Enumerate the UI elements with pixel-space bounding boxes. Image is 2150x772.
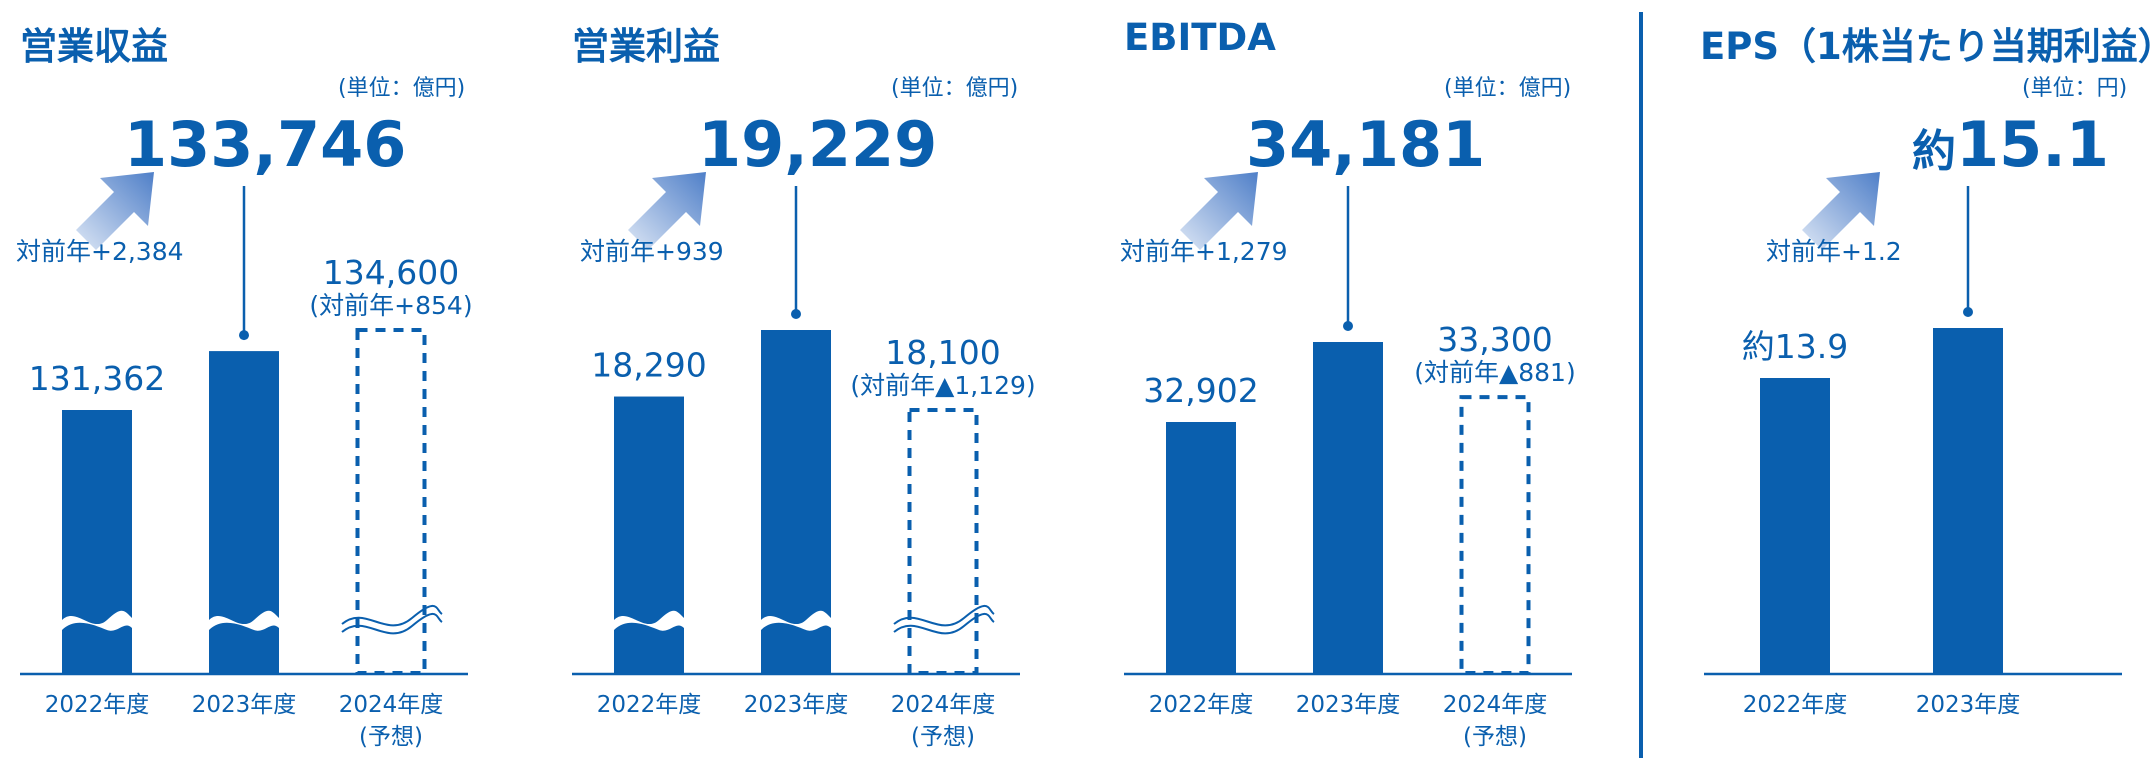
yoy-change: 対前年+2,384 [16, 237, 184, 266]
forecast-bar [1459, 395, 1531, 675]
headline-prefix: 約 [1912, 126, 1956, 177]
panel-title: EPS（1株当たり当期利益） [1700, 25, 2150, 68]
bar-chart: 131,362 2022年度 2023年度 134,600(対前年+854) 2024年… [20, 186, 473, 750]
x-tick-label: 2022年度 [1149, 692, 1254, 718]
x-tick-label: (予想) [911, 724, 975, 750]
forecast-bar [355, 328, 427, 675]
x-tick-label: (予想) [1463, 724, 1527, 750]
leader-dot [1343, 321, 1353, 331]
yoy-change: 対前年+939 [580, 237, 724, 266]
data-label: 18,100 [885, 333, 1000, 372]
x-tick-label: 2023年度 [1296, 692, 1401, 718]
headline-value: 133,746 [124, 108, 406, 181]
forecast-bar [907, 408, 979, 675]
headline-number: 15.1 [1956, 108, 2109, 181]
headline-number: 133,746 [124, 108, 407, 181]
x-tick-label: 2024年度 [339, 692, 444, 718]
unit-label: (単位：億円) [1444, 76, 1572, 101]
axis-break-mark [761, 610, 831, 631]
x-tick-label: 2023年度 [192, 692, 297, 718]
headline-value: 19,229 [698, 108, 937, 181]
x-tick-label: 2022年度 [45, 692, 150, 718]
panel-operating-profit: 営業利益 (単位：億円) 19,229 対前年+939 18,290 2022年度… [552, 0, 1072, 772]
headline-number: 34,181 [1246, 108, 1486, 181]
x-tick-label: 2022年度 [597, 692, 702, 718]
axis-break-mark [893, 613, 995, 635]
data-label: 134,600 [323, 253, 459, 292]
x-tick-label: 2022年度 [1743, 692, 1848, 718]
x-tick-label: 2024年度 [1443, 692, 1548, 718]
bar [614, 396, 684, 674]
yoy-change: 対前年+1,279 [1120, 237, 1288, 266]
unit-label: (単位：円) [2022, 76, 2128, 101]
data-sublabel: (対前年▲1,129) [850, 371, 1035, 400]
data-label: 32,902 [1143, 371, 1258, 410]
x-tick-label: 2023年度 [1916, 692, 2021, 718]
panel-title: EBITDA [1124, 16, 1276, 59]
data-label: 33,300 [1437, 320, 1552, 359]
leader-dot [791, 309, 801, 319]
leader-dot [1963, 307, 1973, 317]
bar [1313, 342, 1383, 674]
data-label: 131,362 [29, 359, 165, 398]
headline-value: 34,181 [1246, 108, 1485, 181]
headline-value: 約15.1 [1912, 108, 2109, 181]
section-divider [1639, 12, 1643, 758]
data-label: 18,290 [591, 346, 706, 385]
bar-chart: 約13.9 2022年度 2023年度 [1704, 186, 2122, 718]
data-label: 約13.9 [1742, 327, 1848, 366]
panel-ebitda: EBITDA (単位：億円) 34,181 対前年+1,279 32,902 20… [1104, 0, 1624, 772]
increase-arrow-icon [1802, 172, 1880, 250]
increase-arrow-icon [76, 172, 154, 250]
unit-label: (単位：億円) [891, 76, 1019, 101]
data-sublabel: (対前年+854) [309, 291, 472, 320]
x-tick-label: 2024年度 [891, 692, 996, 718]
panel-title: 営業利益 [572, 25, 720, 68]
panel-operating-revenue: 営業収益 (単位：億円) 133,746 対前年+2,384 131,362 20… [0, 0, 520, 772]
bar-chart: 18,290 2022年度 2023年度 18,100(対前年▲1,129) 2024年… [572, 186, 1036, 750]
axis-break-mark [893, 605, 995, 627]
headline-number: 19,229 [698, 108, 938, 181]
axis-break-mark [341, 613, 443, 635]
unit-label: (単位：億円) [338, 76, 466, 101]
yoy-change: 対前年+1.2 [1766, 237, 1902, 266]
bar [1933, 328, 2003, 674]
bar [1760, 378, 1830, 674]
data-sublabel: (対前年▲881) [1414, 358, 1575, 387]
increase-arrow-icon [628, 172, 706, 250]
increase-arrow-icon [1180, 172, 1258, 250]
bar [1166, 422, 1236, 674]
bar [62, 410, 132, 674]
panel-eps: EPS（1株当たり当期利益） (単位：円) 約15.1 対前年+1.2 約13.… [1680, 0, 2150, 772]
bar-chart: 32,902 2022年度 2023年度 33,300(対前年▲881) 2024年度 (… [1124, 186, 1576, 750]
axis-break-mark [209, 610, 279, 631]
panel-title: 営業収益 [20, 25, 168, 68]
x-tick-label: (予想) [359, 724, 423, 750]
axis-break-mark [62, 610, 132, 631]
axis-break-mark [614, 610, 684, 631]
leader-dot [239, 330, 249, 341]
x-tick-label: 2023年度 [744, 692, 849, 718]
axis-break-mark [341, 605, 443, 627]
